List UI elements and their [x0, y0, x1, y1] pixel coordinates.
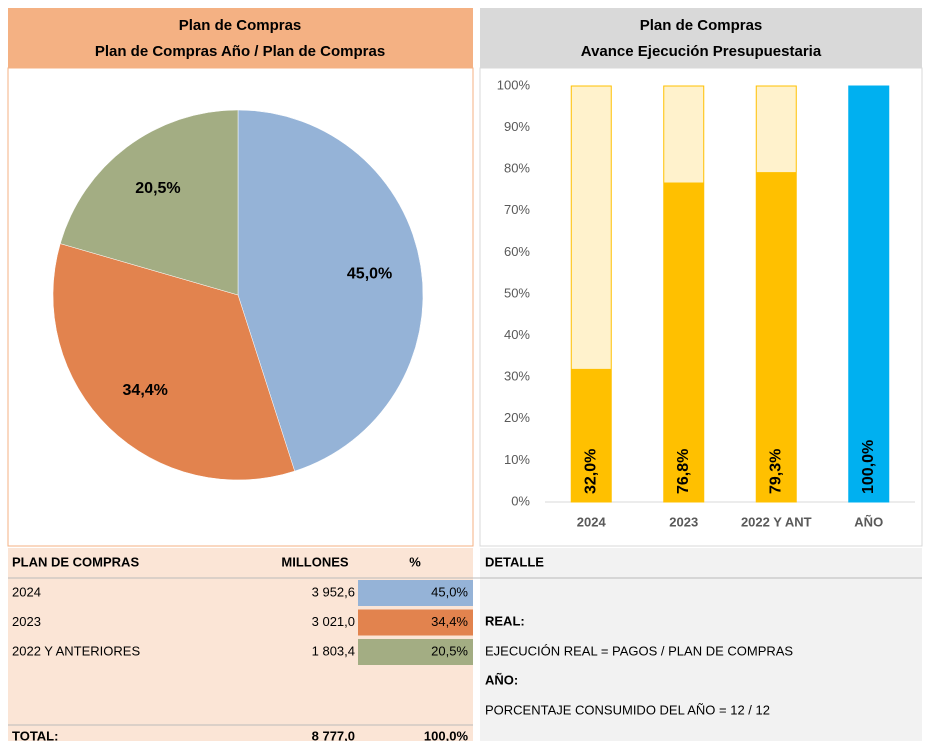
row-label: 2022 Y ANTERIORES: [12, 643, 140, 658]
x-tick-label: AÑO: [854, 514, 883, 529]
pie-title: Plan de Compras: [179, 17, 302, 34]
bar: [756, 172, 797, 502]
total-label: TOTAL:: [12, 728, 58, 741]
slice-label: 20,5%: [135, 180, 180, 197]
x-tick-label: 2022 Y ANT: [741, 514, 812, 529]
row-value: 3 952,6: [312, 584, 355, 599]
row-label: 2023: [12, 614, 41, 629]
bar-label: 76,8%: [675, 449, 692, 494]
bar-subtitle: Avance Ejecución Presupuestaria: [581, 43, 822, 60]
left-header: [8, 8, 473, 68]
detail-title: AÑO:: [485, 672, 518, 687]
pie-slice: [59, 109, 239, 296]
y-tick-label: 90%: [504, 119, 530, 134]
row-label: 2024: [12, 584, 41, 599]
y-tick-label: 0%: [511, 493, 530, 508]
bar: [571, 368, 612, 502]
row-value: 1 803,4: [312, 643, 355, 658]
row-value: 3 021,0: [312, 614, 355, 629]
table-header: PLAN DE COMPRAS: [12, 554, 139, 569]
row-percent: 45,0%: [431, 584, 468, 599]
pie-subtitle: Plan de Compras Año / Plan de Compras: [95, 43, 385, 60]
y-tick-label: 70%: [504, 202, 530, 217]
y-tick-label: 30%: [504, 369, 530, 384]
table-header: MILLONES: [281, 554, 348, 569]
table-header: %: [409, 554, 421, 569]
row-percent: 20,5%: [431, 643, 468, 658]
pie-slice: [52, 243, 295, 481]
slice-label: 45,0%: [347, 266, 392, 283]
total-value: 8 777,0: [312, 728, 355, 741]
y-tick-label: 100%: [497, 77, 531, 92]
row-percent: 34,4%: [431, 614, 468, 629]
table-lines: [8, 577, 922, 726]
y-tick-label: 20%: [504, 410, 530, 425]
detail-text: PORCENTAJE CONSUMIDO DEL AÑO = 12 / 12: [485, 702, 770, 717]
x-tick-label: 2023: [669, 514, 698, 529]
y-tick-label: 60%: [504, 244, 530, 259]
y-tick-label: 40%: [504, 327, 530, 342]
detail-table: [480, 548, 922, 741]
detail-header: DETALLE: [485, 554, 544, 569]
percent-cell: [358, 580, 473, 606]
detail-title: REAL:: [485, 613, 525, 628]
detail-text: EJECUCIÓN REAL = PAGOS / PLAN DE COMPRAS: [485, 643, 793, 658]
percent-cell: [358, 609, 473, 636]
bar-label: 100,0%: [860, 440, 877, 494]
slice-label: 34,4%: [123, 382, 168, 399]
right-header: [480, 8, 922, 68]
y-tick-label: 80%: [504, 161, 530, 176]
bar: [848, 86, 889, 502]
y-tick-label: 10%: [504, 452, 530, 467]
total-percent: 100,0%: [424, 728, 469, 741]
y-tick-label: 50%: [504, 285, 530, 300]
bar: [663, 182, 704, 502]
bar-label: 32,0%: [582, 449, 599, 494]
pie-slice: [237, 109, 424, 472]
x-tick-label: 2024: [577, 514, 607, 529]
percent-cell: [358, 639, 473, 665]
bar-title: Plan de Compras: [640, 17, 763, 34]
bar-label: 79,3%: [767, 449, 784, 494]
